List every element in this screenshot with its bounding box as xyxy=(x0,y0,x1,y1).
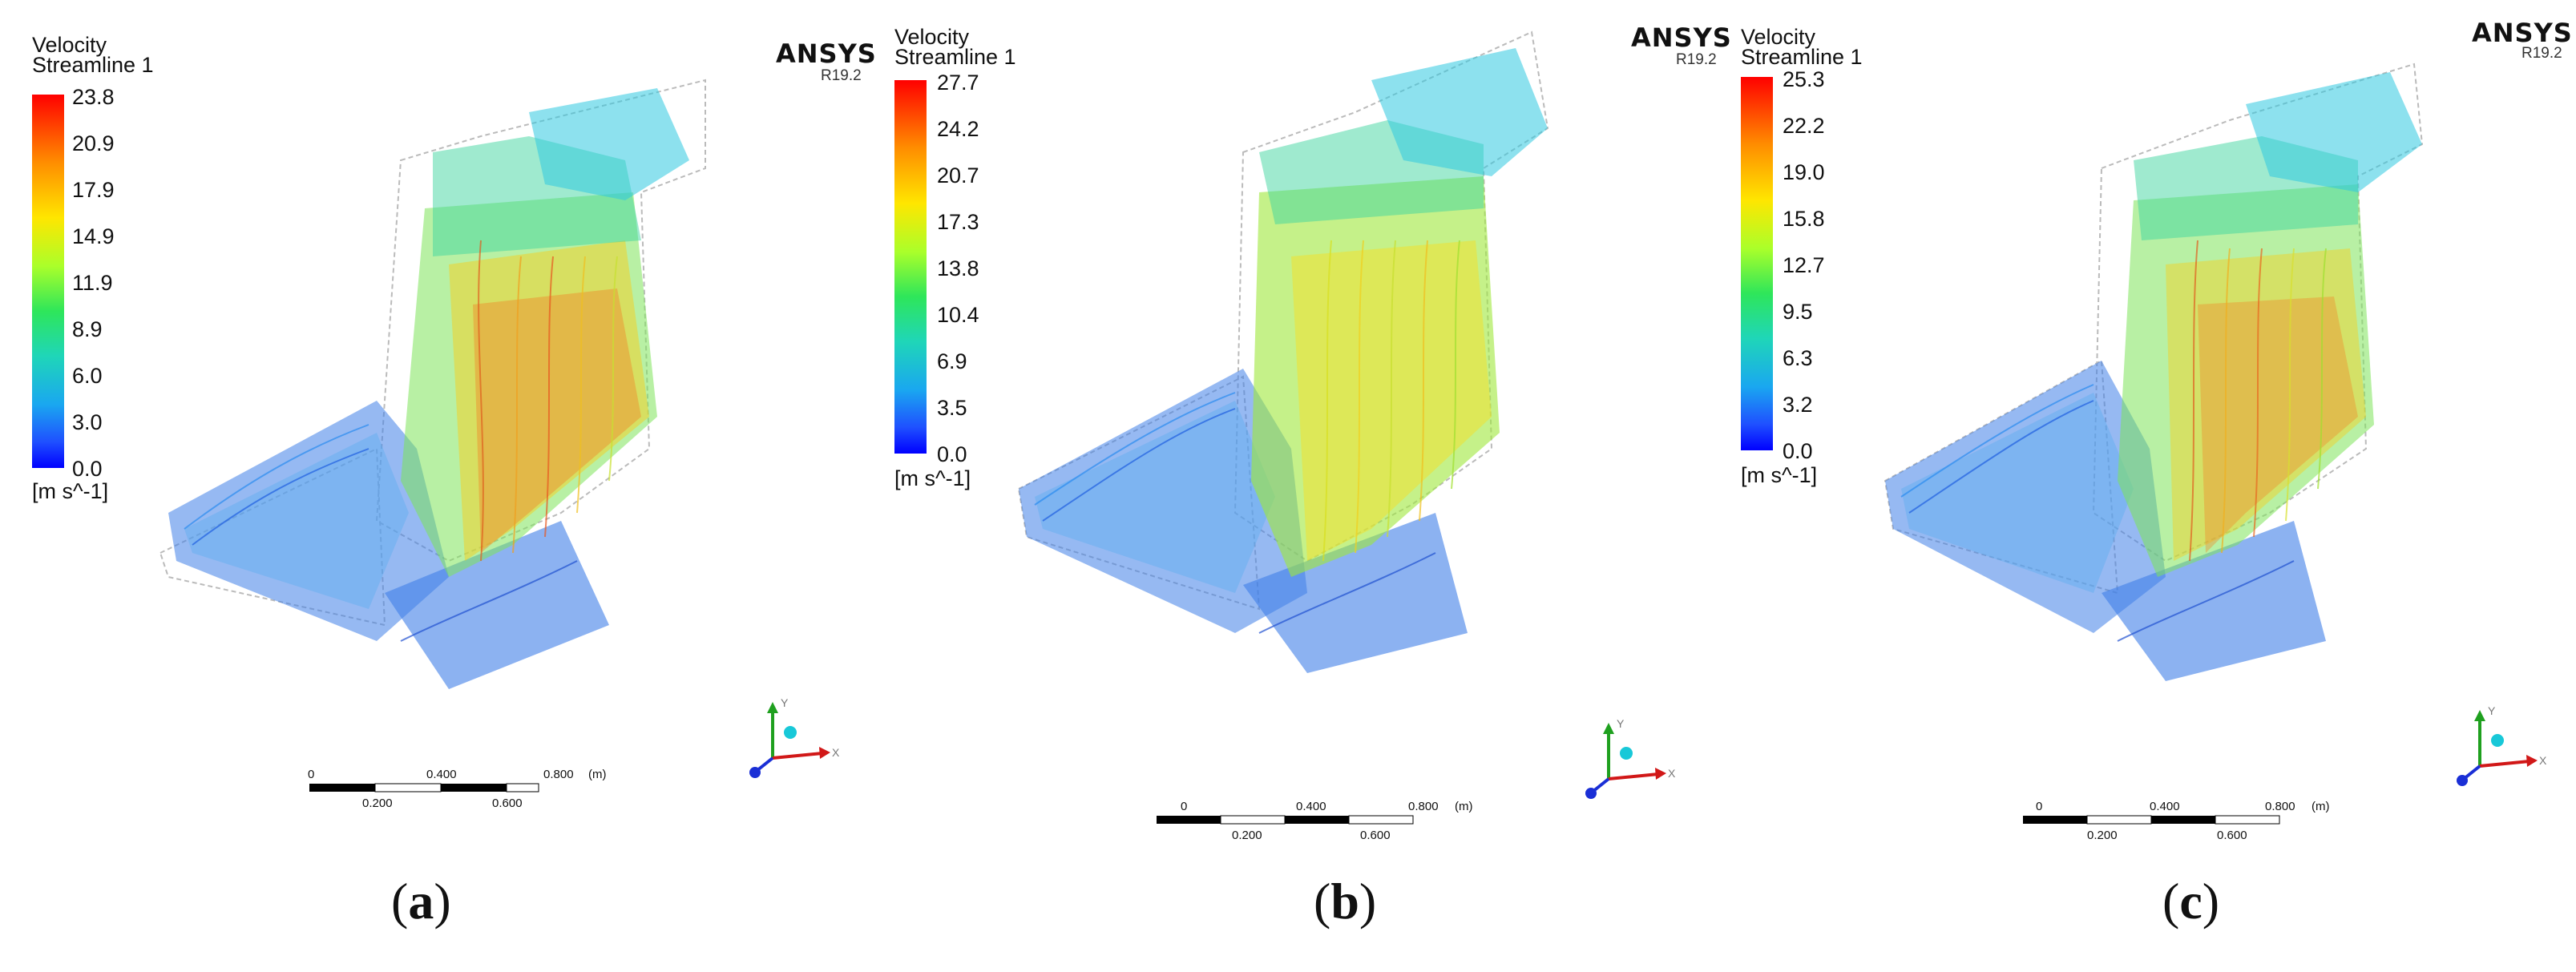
axis-y-letter: Y xyxy=(1617,718,1625,730)
caption-close: ) xyxy=(2202,873,2220,930)
panel-a: Velocity Streamline 1 23.8 20.9 17.9 14.… xyxy=(0,0,876,972)
tick-label: 27.7 xyxy=(937,71,979,95)
scale-label: 0.800 xyxy=(2265,800,2295,813)
scale-label: 0.800 xyxy=(1408,800,1439,813)
subfigure-caption: (c) xyxy=(2162,872,2219,931)
tick-label: 22.2 xyxy=(1783,114,1825,138)
legend-title: Velocity Streamline 1 xyxy=(32,33,154,77)
tick-label: 13.8 xyxy=(937,256,979,280)
tick-label: 9.5 xyxy=(1783,300,1813,324)
tick-label: 20.7 xyxy=(937,163,979,188)
tick-label: 3.0 xyxy=(72,410,103,434)
tick-label: 23.8 xyxy=(72,85,115,109)
scale-label: 0.200 xyxy=(1232,829,1262,842)
tick-label: 17.3 xyxy=(937,210,979,234)
legend-quantity: Velocity xyxy=(1741,25,1816,49)
tick-label: 0.0 xyxy=(1783,439,1813,463)
tick-label: 10.4 xyxy=(937,303,979,327)
tick-label: 25.3 xyxy=(1783,67,1825,91)
legend-units: [m s^-1] xyxy=(1741,463,1818,487)
caption-open: ( xyxy=(1314,873,1331,930)
caption-letter: b xyxy=(1330,873,1359,930)
ansys-logo: ANSYS xyxy=(1631,22,1732,53)
caption-close: ) xyxy=(434,873,451,930)
scale-unit: (m) xyxy=(1455,800,1473,813)
caption-close: ) xyxy=(1359,873,1377,930)
axis-triad: Y X xyxy=(749,697,840,778)
scale-label: 0.400 xyxy=(1296,800,1326,813)
legend-object: Streamline 1 xyxy=(894,45,1016,69)
legend-quantity: Velocity xyxy=(894,25,970,49)
legend-object: Streamline 1 xyxy=(32,53,154,77)
scale-label: 0 xyxy=(1181,800,1188,813)
scale-bar xyxy=(2023,815,2280,825)
tick-label: 0.0 xyxy=(72,457,103,481)
scale-label: 0.600 xyxy=(492,797,523,810)
version-label: R19.2 xyxy=(1676,51,1717,68)
caption-open: ( xyxy=(2162,873,2180,930)
tick-label: 19.0 xyxy=(1783,160,1825,184)
tick-label: 11.9 xyxy=(72,271,113,295)
scale-label: 0.800 xyxy=(543,768,574,781)
streamline-render xyxy=(1884,63,2424,681)
scale-bar xyxy=(1157,815,1414,825)
tick-label: 0.0 xyxy=(937,442,967,466)
tick-label: 6.0 xyxy=(72,364,103,388)
tick-label: 3.2 xyxy=(1783,393,1813,417)
caption-open: ( xyxy=(391,873,409,930)
panel-c: Velocity Streamline 1 25.3 22.2 19.0 15.… xyxy=(1717,0,2575,972)
scale-unit: (m) xyxy=(588,768,607,781)
legend-object: Streamline 1 xyxy=(1741,45,1863,69)
axis-triad: Y X xyxy=(2457,705,2547,786)
axis-y-letter: Y xyxy=(2488,705,2496,717)
streamline-render xyxy=(159,79,706,689)
axis-x-letter: X xyxy=(832,746,840,759)
caption-letter: c xyxy=(2179,873,2203,930)
subfigure-caption: (b) xyxy=(1314,872,1376,931)
version-label: R19.2 xyxy=(2521,45,2562,62)
scale-label: 0.600 xyxy=(1360,829,1391,842)
scale-label: 0.200 xyxy=(362,797,393,810)
legend-title: Velocity Streamline 1 xyxy=(894,25,1016,69)
streamline-render xyxy=(1017,30,1549,673)
ansys-logo: ANSYS xyxy=(2472,18,2573,48)
scale-unit: (m) xyxy=(2312,800,2330,813)
scale-bar xyxy=(309,783,539,793)
tick-label: 6.3 xyxy=(1783,346,1813,370)
panel-b: Velocity Streamline 1 27.7 24.2 20.7 17.… xyxy=(858,0,1731,972)
legend-quantity: Velocity xyxy=(32,33,107,57)
velocity-colorbar xyxy=(1741,77,1773,450)
scale-label: 0.400 xyxy=(426,768,457,781)
legend-title: Velocity Streamline 1 xyxy=(1741,25,1863,69)
tick-label: 20.9 xyxy=(72,131,115,155)
scale-label: 0 xyxy=(308,768,315,781)
velocity-colorbar xyxy=(32,95,64,468)
axis-y-letter: Y xyxy=(781,697,789,709)
version-label: R19.2 xyxy=(821,67,862,84)
scale-label: 0 xyxy=(2036,800,2043,813)
ansys-logo: ANSYS xyxy=(776,38,877,69)
scale-label: 0.600 xyxy=(2217,829,2247,842)
tick-label: 14.9 xyxy=(72,224,115,248)
axis-x-letter: X xyxy=(1668,767,1676,780)
subfigure-caption: (a) xyxy=(391,872,451,931)
axis-x-letter: X xyxy=(2539,754,2547,767)
caption-letter: a xyxy=(408,873,434,930)
scale-label: 0.200 xyxy=(2087,829,2118,842)
velocity-colorbar xyxy=(894,80,927,454)
legend-units: [m s^-1] xyxy=(894,466,971,490)
tick-label: 17.9 xyxy=(72,178,115,202)
tick-label: 15.8 xyxy=(1783,207,1825,231)
tick-label: 12.7 xyxy=(1783,253,1825,277)
tick-label: 6.9 xyxy=(937,349,967,373)
scale-label: 0.400 xyxy=(2150,800,2180,813)
legend-units: [m s^-1] xyxy=(32,479,109,503)
tick-label: 3.5 xyxy=(937,396,967,420)
tick-label: 24.2 xyxy=(937,117,979,141)
tick-label: 8.9 xyxy=(72,317,103,341)
axis-triad: Y X xyxy=(1585,718,1676,799)
